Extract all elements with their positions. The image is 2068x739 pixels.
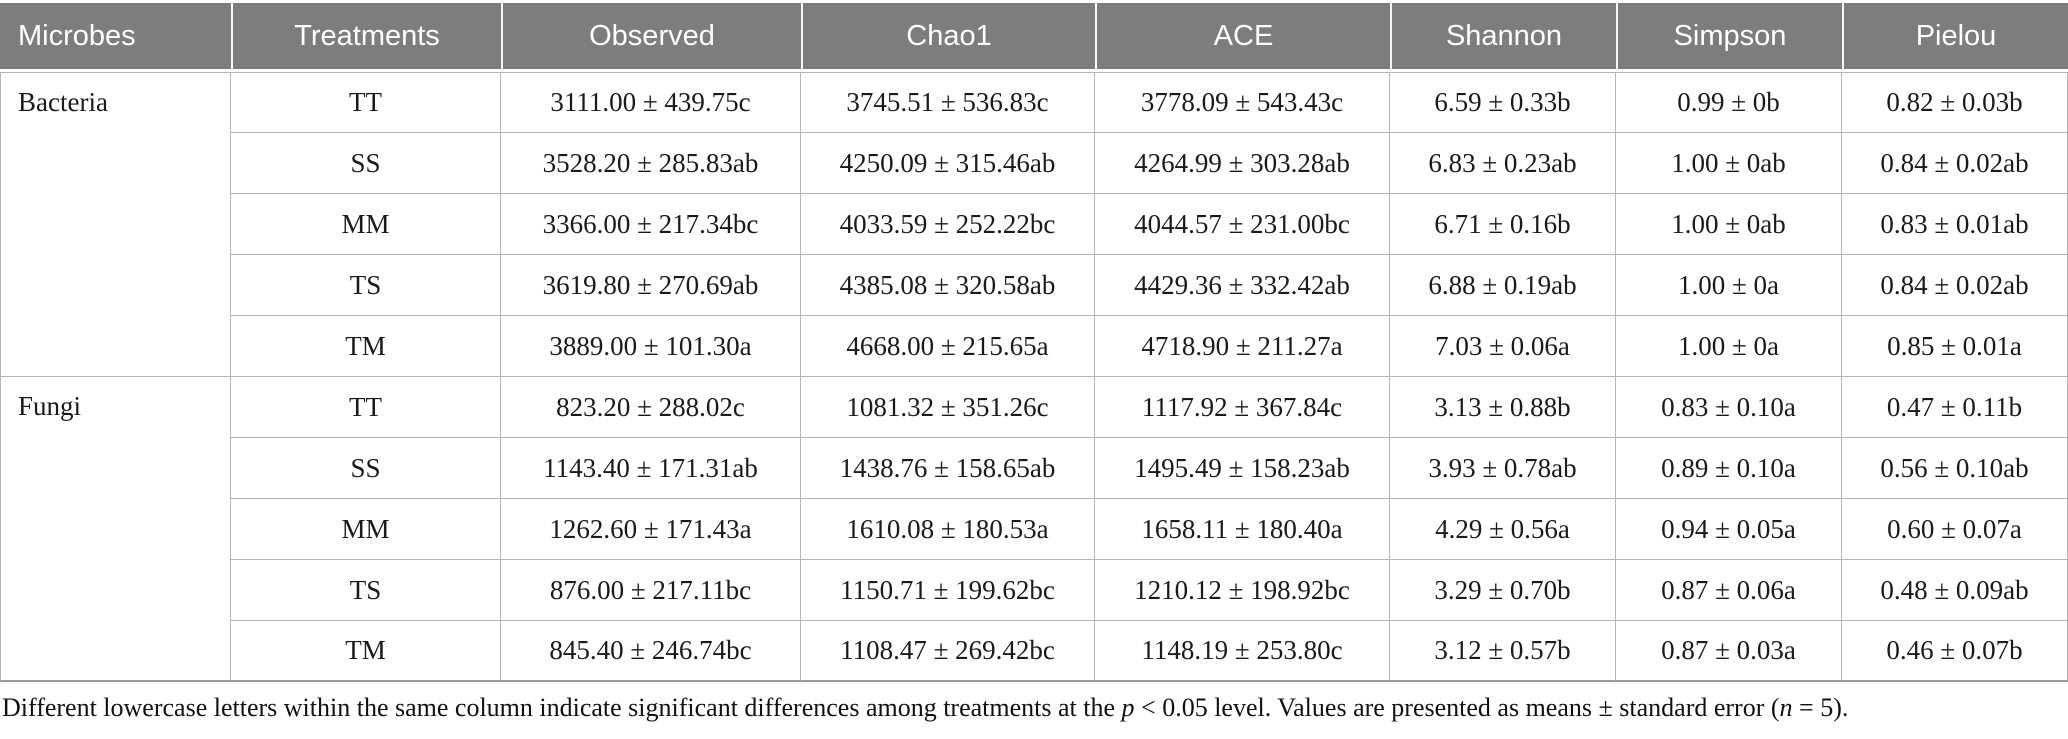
table-cell: 1658.11 ± 180.40a bbox=[1095, 499, 1390, 560]
treatment-cell: TM bbox=[231, 316, 501, 377]
table-cell: 0.94 ± 0.05a bbox=[1616, 499, 1842, 560]
table-cell: 0.83 ± 0.01ab bbox=[1842, 194, 2068, 255]
table-cell: 6.83 ± 0.23ab bbox=[1390, 133, 1616, 194]
table-cell: 3889.00 ± 101.30a bbox=[501, 316, 801, 377]
treatment-cell: SS bbox=[231, 133, 501, 194]
table-cell: 0.85 ± 0.01a bbox=[1842, 316, 2068, 377]
table-cell: 4044.57 ± 231.00bc bbox=[1095, 194, 1390, 255]
table-cell: 1117.92 ± 367.84c bbox=[1095, 377, 1390, 438]
treatment-cell: TS bbox=[231, 255, 501, 316]
table-cell: 3528.20 ± 285.83ab bbox=[501, 133, 801, 194]
table-cell: 0.87 ± 0.03a bbox=[1616, 621, 1842, 682]
table-row: SS 1143.40 ± 171.31ab 1438.76 ± 158.65ab… bbox=[0, 438, 2068, 499]
table-cell: 3111.00 ± 439.75c bbox=[501, 72, 801, 133]
table-cell: 3619.80 ± 270.69ab bbox=[501, 255, 801, 316]
table-cell: 1438.76 ± 158.65ab bbox=[801, 438, 1095, 499]
treatment-cell: TT bbox=[231, 72, 501, 133]
table-cell: 1081.32 ± 351.26c bbox=[801, 377, 1095, 438]
table-cell: 0.60 ± 0.07a bbox=[1842, 499, 2068, 560]
table-cell: 0.87 ± 0.06a bbox=[1616, 560, 1842, 621]
treatment-cell: TT bbox=[231, 377, 501, 438]
table-cell: 0.48 ± 0.09ab bbox=[1842, 560, 2068, 621]
table-cell: 4385.08 ± 320.58ab bbox=[801, 255, 1095, 316]
table-cell: 0.99 ± 0b bbox=[1616, 72, 1842, 133]
footnote-text: Different lowercase letters within the s… bbox=[2, 693, 1122, 722]
microbe-cell-bacteria: Bacteria bbox=[0, 72, 231, 377]
table-cell: 1210.12 ± 198.92bc bbox=[1095, 560, 1390, 621]
table-cell: 4668.00 ± 215.65a bbox=[801, 316, 1095, 377]
table-cell: 4250.09 ± 315.46ab bbox=[801, 133, 1095, 194]
footnote-p-symbol: p bbox=[1121, 693, 1135, 722]
table-header-row: Microbes Treatments Observed Chao1 ACE S… bbox=[0, 0, 2068, 72]
table-cell: 0.82 ± 0.03b bbox=[1842, 72, 2068, 133]
column-header-ace: ACE bbox=[1095, 0, 1390, 72]
table-cell: 1143.40 ± 171.31ab bbox=[501, 438, 801, 499]
table-cell: 6.88 ± 0.19ab bbox=[1390, 255, 1616, 316]
table-cell: 1.00 ± 0ab bbox=[1616, 194, 1842, 255]
table-row: TS 3619.80 ± 270.69ab 4385.08 ± 320.58ab… bbox=[0, 255, 2068, 316]
diversity-indices-table: Microbes Treatments Observed Chao1 ACE S… bbox=[0, 0, 2068, 682]
footnote-n-symbol: n bbox=[1779, 693, 1793, 722]
column-header-treatments: Treatments bbox=[231, 0, 501, 72]
table-cell: 1.00 ± 0a bbox=[1616, 316, 1842, 377]
table-cell: 0.47 ± 0.11b bbox=[1842, 377, 2068, 438]
table-cell: 3745.51 ± 536.83c bbox=[801, 72, 1095, 133]
column-header-chao1: Chao1 bbox=[801, 0, 1095, 72]
table-cell: 3.12 ± 0.57b bbox=[1390, 621, 1616, 682]
table-cell: 823.20 ± 288.02c bbox=[501, 377, 801, 438]
footnote-text: < 0.05 level. Values are presented as me… bbox=[1134, 693, 1780, 722]
table-cell: 1.00 ± 0ab bbox=[1616, 133, 1842, 194]
table-cell: 4429.36 ± 332.42ab bbox=[1095, 255, 1390, 316]
column-header-observed: Observed bbox=[501, 0, 801, 72]
table-cell: 876.00 ± 217.11bc bbox=[501, 560, 801, 621]
column-header-pielou: Pielou bbox=[1842, 0, 2068, 72]
table-cell: 0.84 ± 0.02ab bbox=[1842, 255, 2068, 316]
treatment-cell: MM bbox=[231, 499, 501, 560]
table-cell: 4.29 ± 0.56a bbox=[1390, 499, 1616, 560]
table-cell: 6.59 ± 0.33b bbox=[1390, 72, 1616, 133]
treatment-cell: TM bbox=[231, 621, 501, 682]
footnote-text: = 5). bbox=[1792, 693, 1849, 722]
table-cell: 3778.09 ± 543.43c bbox=[1095, 72, 1390, 133]
table-cell: 0.56 ± 0.10ab bbox=[1842, 438, 2068, 499]
table-cell: 1495.49 ± 158.23ab bbox=[1095, 438, 1390, 499]
table-cell: 3.93 ± 0.78ab bbox=[1390, 438, 1616, 499]
table-cell: 1.00 ± 0a bbox=[1616, 255, 1842, 316]
table-cell: 1148.19 ± 253.80c bbox=[1095, 621, 1390, 682]
table-cell: 4718.90 ± 211.27a bbox=[1095, 316, 1390, 377]
table-row: Fungi TT 823.20 ± 288.02c 1081.32 ± 351.… bbox=[0, 377, 2068, 682]
table-cell: 1610.08 ± 180.53a bbox=[801, 499, 1095, 560]
treatment-cell: SS bbox=[231, 438, 501, 499]
table-cell: 845.40 ± 246.74bc bbox=[501, 621, 801, 682]
table-cell: 0.89 ± 0.10a bbox=[1616, 438, 1842, 499]
table-cell: 1108.47 ± 269.42bc bbox=[801, 621, 1095, 682]
column-header-simpson: Simpson bbox=[1616, 0, 1842, 72]
column-header-microbes: Microbes bbox=[0, 0, 231, 72]
table-cell: 6.71 ± 0.16b bbox=[1390, 194, 1616, 255]
table-cell: 3366.00 ± 217.34bc bbox=[501, 194, 801, 255]
table-cell: 3.29 ± 0.70b bbox=[1390, 560, 1616, 621]
table-cell: 1262.60 ± 171.43a bbox=[501, 499, 801, 560]
table-cell: 3.13 ± 0.88b bbox=[1390, 377, 1616, 438]
table-row: Bacteria TT 3111.00 ± 439.75c 3745.51 ± … bbox=[0, 72, 2068, 377]
table-cell: 4264.99 ± 303.28ab bbox=[1095, 133, 1390, 194]
table-cell: 0.46 ± 0.07b bbox=[1842, 621, 2068, 682]
table-cell: 0.83 ± 0.10a bbox=[1616, 377, 1842, 438]
table-cell: 0.84 ± 0.02ab bbox=[1842, 133, 2068, 194]
treatment-cell: TS bbox=[231, 560, 501, 621]
table-row: MM 1262.60 ± 171.43a 1610.08 ± 180.53a 1… bbox=[0, 499, 2068, 560]
table-row: SS 3528.20 ± 285.83ab 4250.09 ± 315.46ab… bbox=[0, 133, 2068, 194]
treatment-cell: MM bbox=[231, 194, 501, 255]
table-row: TM 845.40 ± 246.74bc 1108.47 ± 269.42bc … bbox=[0, 621, 2068, 682]
table-footnote: Different lowercase letters within the s… bbox=[0, 692, 2068, 725]
table-row: MM 3366.00 ± 217.34bc 4033.59 ± 252.22bc… bbox=[0, 194, 2068, 255]
table-cell: 4033.59 ± 252.22bc bbox=[801, 194, 1095, 255]
table-row: TM 3889.00 ± 101.30a 4668.00 ± 215.65a 4… bbox=[0, 316, 2068, 377]
table-cell: 7.03 ± 0.06a bbox=[1390, 316, 1616, 377]
microbe-cell-fungi: Fungi bbox=[0, 377, 231, 682]
table-row: TS 876.00 ± 217.11bc 1150.71 ± 199.62bc … bbox=[0, 560, 2068, 621]
table-cell: 1150.71 ± 199.62bc bbox=[801, 560, 1095, 621]
column-header-shannon: Shannon bbox=[1390, 0, 1616, 72]
